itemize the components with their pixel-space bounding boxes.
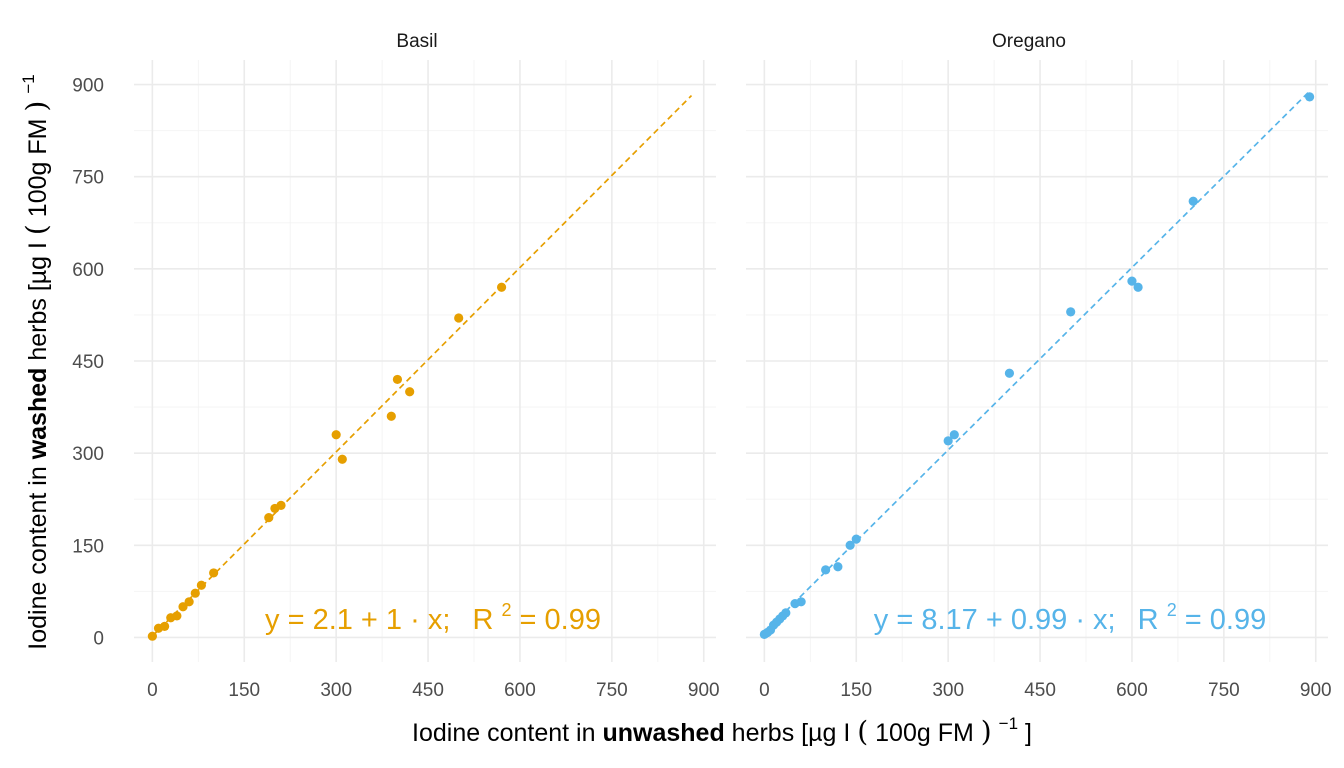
grid-basil <box>134 60 716 662</box>
x-axis-title: Iodine content in unwashed herbs [µg I (… <box>412 707 1032 748</box>
data-point <box>172 611 182 621</box>
fit-line-oregano <box>763 90 1311 634</box>
data-point <box>949 430 959 440</box>
x-tick-label: 300 <box>932 680 964 701</box>
y-tick-label: 150 <box>72 536 104 557</box>
data-point <box>943 436 953 446</box>
data-point <box>1188 196 1198 206</box>
fit-line-basil <box>151 94 693 637</box>
equation-basil-r-exp: 2 <box>501 600 511 620</box>
y-tick-labels: 0 150 300 450 600 750 900 <box>72 76 104 650</box>
y-axis-title-suffix: herbs [µg I <box>24 235 52 361</box>
data-point <box>392 374 403 385</box>
data-point <box>496 282 507 292</box>
x-tick-label: 150 <box>840 680 872 701</box>
x-tick-label: 900 <box>688 680 720 701</box>
equation-oregano-r-exp: 2 <box>1167 600 1177 620</box>
x-axis-title-paren-close: ) <box>981 715 992 748</box>
data-point <box>821 565 831 575</box>
y-axis-title-paren-open: ( <box>20 224 53 235</box>
x-axis-title-end: ] <box>1025 719 1032 747</box>
data-point <box>1133 282 1143 292</box>
data-point <box>196 580 206 590</box>
x-axis-title-unit: 100g FM <box>875 719 974 747</box>
equation-oregano: y = 8.17 + 0.99 · x; R 2 = 0.99 <box>874 591 1266 636</box>
equation-basil-r-value: = 0.99 <box>520 604 601 636</box>
y-tick-label: 300 <box>72 444 104 465</box>
panel-title-oregano: Oregano <box>992 31 1066 52</box>
y-axis-title-exp: −1 <box>19 74 38 93</box>
x-axis-title-bold: unwashed <box>602 719 724 747</box>
y-tick-label: 600 <box>72 260 104 281</box>
x-tick-label: 450 <box>412 680 444 701</box>
x-axis-title-suffix: herbs [µg I <box>732 719 858 747</box>
data-point <box>337 454 347 464</box>
x-tick-label: 150 <box>228 680 260 701</box>
data-point <box>276 500 286 510</box>
y-tick-label: 0 <box>93 628 104 649</box>
data-point <box>209 568 219 578</box>
panel-oregano: Oregano 0 150 300 450 600 750 900 y = 8.17 + 0… <box>746 31 1332 701</box>
y-axis-title: Iodine content in washed herbs [µg I ( 1… <box>19 74 53 649</box>
x-tick-label: 450 <box>1024 680 1056 701</box>
x-tick-label: 900 <box>1300 680 1332 701</box>
data-point <box>147 631 157 641</box>
x-axis-title-paren-open: ( <box>857 715 868 748</box>
panel-basil: Basil 0 150 300 450 600 750 900 y = 2.1 + 1 · … <box>134 31 720 701</box>
data-point <box>405 387 415 397</box>
equation-oregano-r-label: R <box>1138 604 1159 636</box>
panel-title-basil: Basil <box>396 31 437 52</box>
data-point <box>454 313 464 323</box>
equation-oregano-r-value: = 0.99 <box>1185 604 1266 636</box>
data-point <box>796 597 806 607</box>
fit-line-basil <box>151 94 693 637</box>
x-tick-label: 600 <box>504 680 536 701</box>
data-point <box>386 411 396 421</box>
y-axis-title-paren-close: ) <box>20 101 53 112</box>
equation-oregano-lhs: y = 8.17 + 0.99 · x; <box>874 604 1116 636</box>
y-tick-label: 750 <box>72 168 104 189</box>
y-tick-label: 450 <box>72 352 104 373</box>
y-axis-title-bold: washed <box>24 368 52 461</box>
y-tick-label: 900 <box>72 76 104 97</box>
data-point <box>1127 276 1137 286</box>
data-point <box>178 602 188 612</box>
x-tick-label: 750 <box>596 680 628 701</box>
points-oregano <box>759 92 1315 639</box>
data-point <box>184 597 194 607</box>
data-point <box>331 430 341 440</box>
equation-basil: y = 2.1 + 1 · x; R 2 = 0.99 <box>265 591 601 636</box>
data-point <box>845 540 855 550</box>
data-point <box>190 588 200 598</box>
x-axis-title-prefix: Iodine content in <box>412 719 602 747</box>
data-point <box>1066 307 1076 317</box>
data-point <box>1305 92 1315 102</box>
data-point <box>833 562 843 572</box>
data-point <box>851 534 861 544</box>
x-tick-label: 0 <box>759 680 770 701</box>
x-ticks-basil: 0 150 300 450 600 750 900 <box>147 680 720 701</box>
x-tick-label: 600 <box>1116 680 1148 701</box>
points-basil <box>147 282 507 641</box>
equation-basil-lhs: y = 2.1 + 1 · x; <box>265 604 450 636</box>
x-axis-title-exp: −1 <box>999 714 1018 733</box>
grid-oregano <box>746 60 1328 662</box>
data-point <box>781 608 791 618</box>
data-point <box>160 621 170 631</box>
y-axis-title-prefix: Iodine content in <box>24 459 52 649</box>
x-tick-label: 0 <box>147 680 158 701</box>
data-point <box>1004 368 1015 378</box>
x-ticks-oregano: 0 150 300 450 600 750 900 <box>759 680 1332 701</box>
fit-line-oregano <box>763 90 1311 634</box>
data-point <box>264 513 274 523</box>
x-tick-label: 750 <box>1208 680 1240 701</box>
y-axis-title-unit: 100g FM <box>24 119 52 218</box>
x-tick-label: 300 <box>320 680 352 701</box>
equation-basil-r-label: R <box>472 604 493 636</box>
